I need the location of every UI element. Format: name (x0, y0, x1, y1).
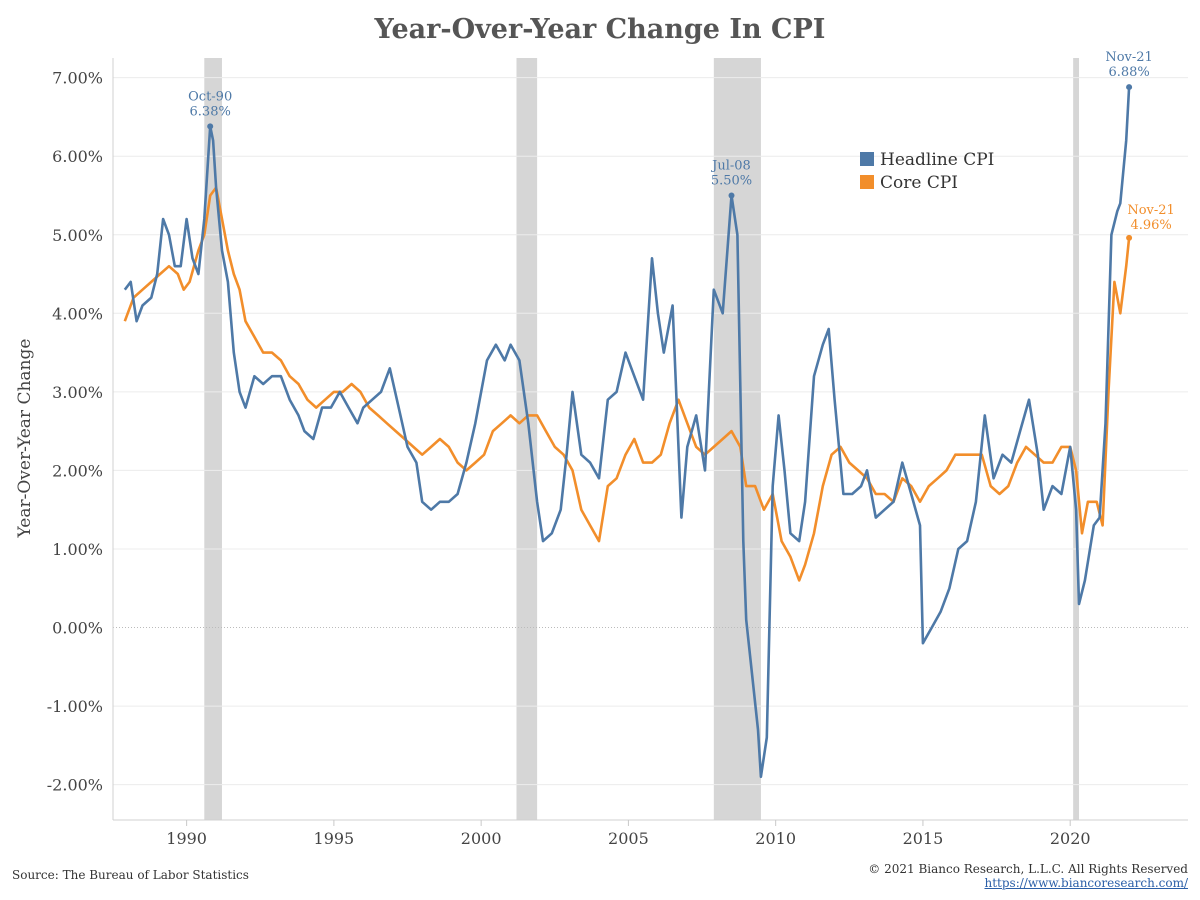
recession-band-0 (204, 58, 222, 820)
recession-band-1 (516, 58, 538, 820)
y-tick-label: 7.00% (52, 69, 103, 88)
y-tick-labels: -2.00% -1.00% 0.00% 1.00% 2.00% 3.00% 4.00% 5.0… (47, 69, 103, 795)
y-tick-label: -2.00% (47, 776, 103, 795)
y-tick-label: 4.00% (52, 304, 103, 323)
annotation-point (207, 123, 214, 130)
x-tick-label: 2005 (608, 829, 649, 848)
annotation-point (1126, 234, 1133, 241)
annotation-value: 5.50% (711, 173, 752, 188)
x-tick-label: 2020 (1050, 829, 1091, 848)
y-tick-label: 1.00% (52, 540, 103, 559)
annotation-value: 4.96% (1130, 218, 1171, 233)
legend: Headline CPI Core CPI (860, 150, 994, 193)
axes (112, 58, 1188, 821)
legend-label: Core CPI (880, 173, 958, 193)
y-axis-label: Year-Over-Year Change (15, 339, 35, 539)
copyright-block: © 2021 Bianco Research, L.L.C. All Right… (868, 862, 1188, 890)
y-tick-label: 3.00% (52, 383, 103, 402)
annotations: Oct-906.38%Jul-085.50%Nov-216.88%Nov-214… (188, 50, 1175, 241)
x-tick-label: 2010 (755, 829, 796, 848)
series-line-headline-cpi (123, 87, 1131, 779)
series-lines (123, 87, 1131, 779)
legend-swatch (860, 175, 874, 189)
chart-title: Year-Over-Year Change In CPI (374, 14, 826, 45)
y-tick-label: 2.00% (52, 461, 103, 480)
x-tick-label: 2000 (461, 829, 502, 848)
annotation-date: Nov-21 (1105, 50, 1152, 65)
annotation-point (1126, 84, 1133, 91)
annotation-value: 6.88% (1108, 65, 1149, 80)
grid-lines (113, 77, 1188, 786)
legend-swatch (860, 152, 874, 166)
copyright-text: © 2021 Bianco Research, L.L.C. All Right… (868, 862, 1188, 876)
x-tick-label: 1995 (314, 829, 355, 848)
x-tick-label: 1990 (166, 829, 207, 848)
x-tick-label: 2015 (903, 829, 944, 848)
annotation-date: Jul-08 (710, 158, 751, 173)
annotation-value: 6.38% (190, 104, 231, 119)
annotation-date: Nov-21 (1127, 203, 1174, 218)
y-tick-label: 0.00% (52, 619, 103, 638)
recession-bands (204, 58, 1080, 820)
legend-label: Headline CPI (880, 150, 994, 170)
y-tick-label: 5.00% (52, 226, 103, 245)
x-tick-labels: 1990 1995 2000 2005 2010 2015 2020 (166, 820, 1091, 848)
website-link[interactable]: https://www.biancoresearch.com/ (984, 876, 1188, 890)
y-tick-label: -1.00% (47, 697, 103, 716)
source-note: Source: The Bureau of Labor Statistics (12, 868, 249, 882)
recession-band-3 (1073, 58, 1080, 820)
annotation-date: Oct-90 (188, 89, 232, 104)
y-tick-label: 6.00% (52, 147, 103, 166)
series-line-core-cpi (123, 186, 1131, 582)
annotation-point (728, 192, 735, 199)
